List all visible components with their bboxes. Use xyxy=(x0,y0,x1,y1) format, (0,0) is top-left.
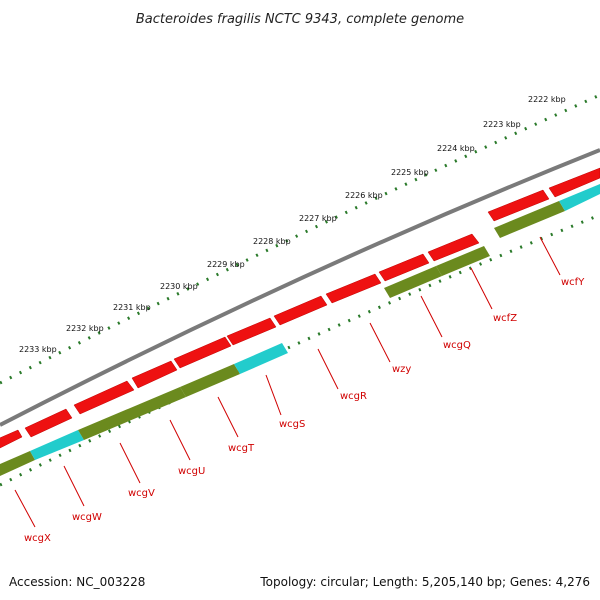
ruler-tick-label: 2224 kbp xyxy=(437,144,475,153)
ruler-tick-label: 2231 kbp xyxy=(113,303,151,312)
reverse-gene-track xyxy=(0,184,600,476)
gene-block[interactable] xyxy=(234,343,288,374)
ruler-tick-label: 2232 kbp xyxy=(66,324,104,333)
leader-line xyxy=(470,267,493,310)
gene-arrow[interactable] xyxy=(173,336,232,369)
gene-arrow[interactable] xyxy=(325,273,382,304)
leader-line xyxy=(265,374,282,416)
gene-label[interactable]: wcfZ xyxy=(493,313,517,324)
gene-block[interactable] xyxy=(559,184,600,211)
gene-leader-lines xyxy=(14,236,561,528)
gene-arrow[interactable] xyxy=(378,253,430,282)
gene-arrow[interactable] xyxy=(273,295,328,326)
gene-arrow[interactable] xyxy=(548,167,600,198)
leader-line xyxy=(14,489,36,528)
ruler-tick-label: 2225 kbp xyxy=(391,168,429,177)
ruler-tick-label: 2229 kbp xyxy=(207,260,245,269)
accession-text: Accession: NC_003228 xyxy=(9,575,146,589)
leader-line xyxy=(119,442,141,484)
leader-line xyxy=(420,295,443,338)
leader-line xyxy=(369,322,391,363)
genome-backbone xyxy=(0,148,600,427)
ruler-tick-label: 2228 kbp xyxy=(253,237,291,246)
ruler-tick-label: 2227 kbp xyxy=(299,214,337,223)
gene-label[interactable]: wcgR xyxy=(340,391,367,402)
gene-label[interactable]: wcgV xyxy=(128,488,155,499)
ruler-labels: 2222 kbp 2223 kbp 2224 kbp 2225 kbp 2226… xyxy=(19,95,566,354)
gene-label[interactable]: wcgT xyxy=(228,443,255,454)
ruler-tick-label: 2233 kbp xyxy=(19,345,57,354)
leader-line xyxy=(317,348,339,390)
leader-line xyxy=(217,396,239,438)
gene-arrow[interactable] xyxy=(487,189,550,222)
gene-label[interactable]: wcgQ xyxy=(443,340,471,351)
genome-summary-text: Topology: circular; Length: 5,205,140 bp… xyxy=(260,575,590,589)
leader-line xyxy=(169,419,191,461)
gene-label[interactable]: wcgS xyxy=(279,419,305,430)
gene-arrow[interactable] xyxy=(0,429,23,452)
ruler-tick-label: 2222 kbp xyxy=(528,95,566,104)
gene-arrow[interactable] xyxy=(24,408,73,438)
ruler-tick-label: 2230 kbp xyxy=(160,282,198,291)
outer-ruler xyxy=(0,93,600,385)
gene-arrow[interactable] xyxy=(73,380,135,415)
inner-ruler xyxy=(0,213,600,487)
gene-block[interactable] xyxy=(30,430,84,460)
ruler-tick-label: 2223 kbp xyxy=(483,120,521,129)
forward-gene-track xyxy=(0,167,600,452)
leader-line xyxy=(539,236,561,276)
gene-label[interactable]: wcgX xyxy=(24,533,51,544)
gene-block[interactable] xyxy=(78,387,186,440)
map-title: Bacteroides fragilis NCTC 9343, complete… xyxy=(136,12,464,27)
leader-line xyxy=(63,465,85,507)
gene-label[interactable]: wcfY xyxy=(561,277,585,288)
gene-label[interactable]: wcgU xyxy=(178,466,205,477)
gene-arrow[interactable] xyxy=(427,233,480,262)
ruler-tick-label: 2226 kbp xyxy=(345,191,383,200)
gene-block[interactable] xyxy=(494,201,565,238)
gene-arrow[interactable] xyxy=(226,317,277,346)
gene-arrow[interactable] xyxy=(131,360,178,389)
gene-block[interactable] xyxy=(384,266,442,298)
gene-block[interactable] xyxy=(180,364,240,397)
gene-block[interactable] xyxy=(0,451,35,476)
gene-label[interactable]: wzy xyxy=(392,364,411,375)
gene-label[interactable]: wcgW xyxy=(72,512,102,523)
gene-block[interactable] xyxy=(436,246,490,276)
gene-labels: wcfY wcfZ wcgQ wzy wcgR wcgS wcgT wcgU w… xyxy=(24,277,585,544)
